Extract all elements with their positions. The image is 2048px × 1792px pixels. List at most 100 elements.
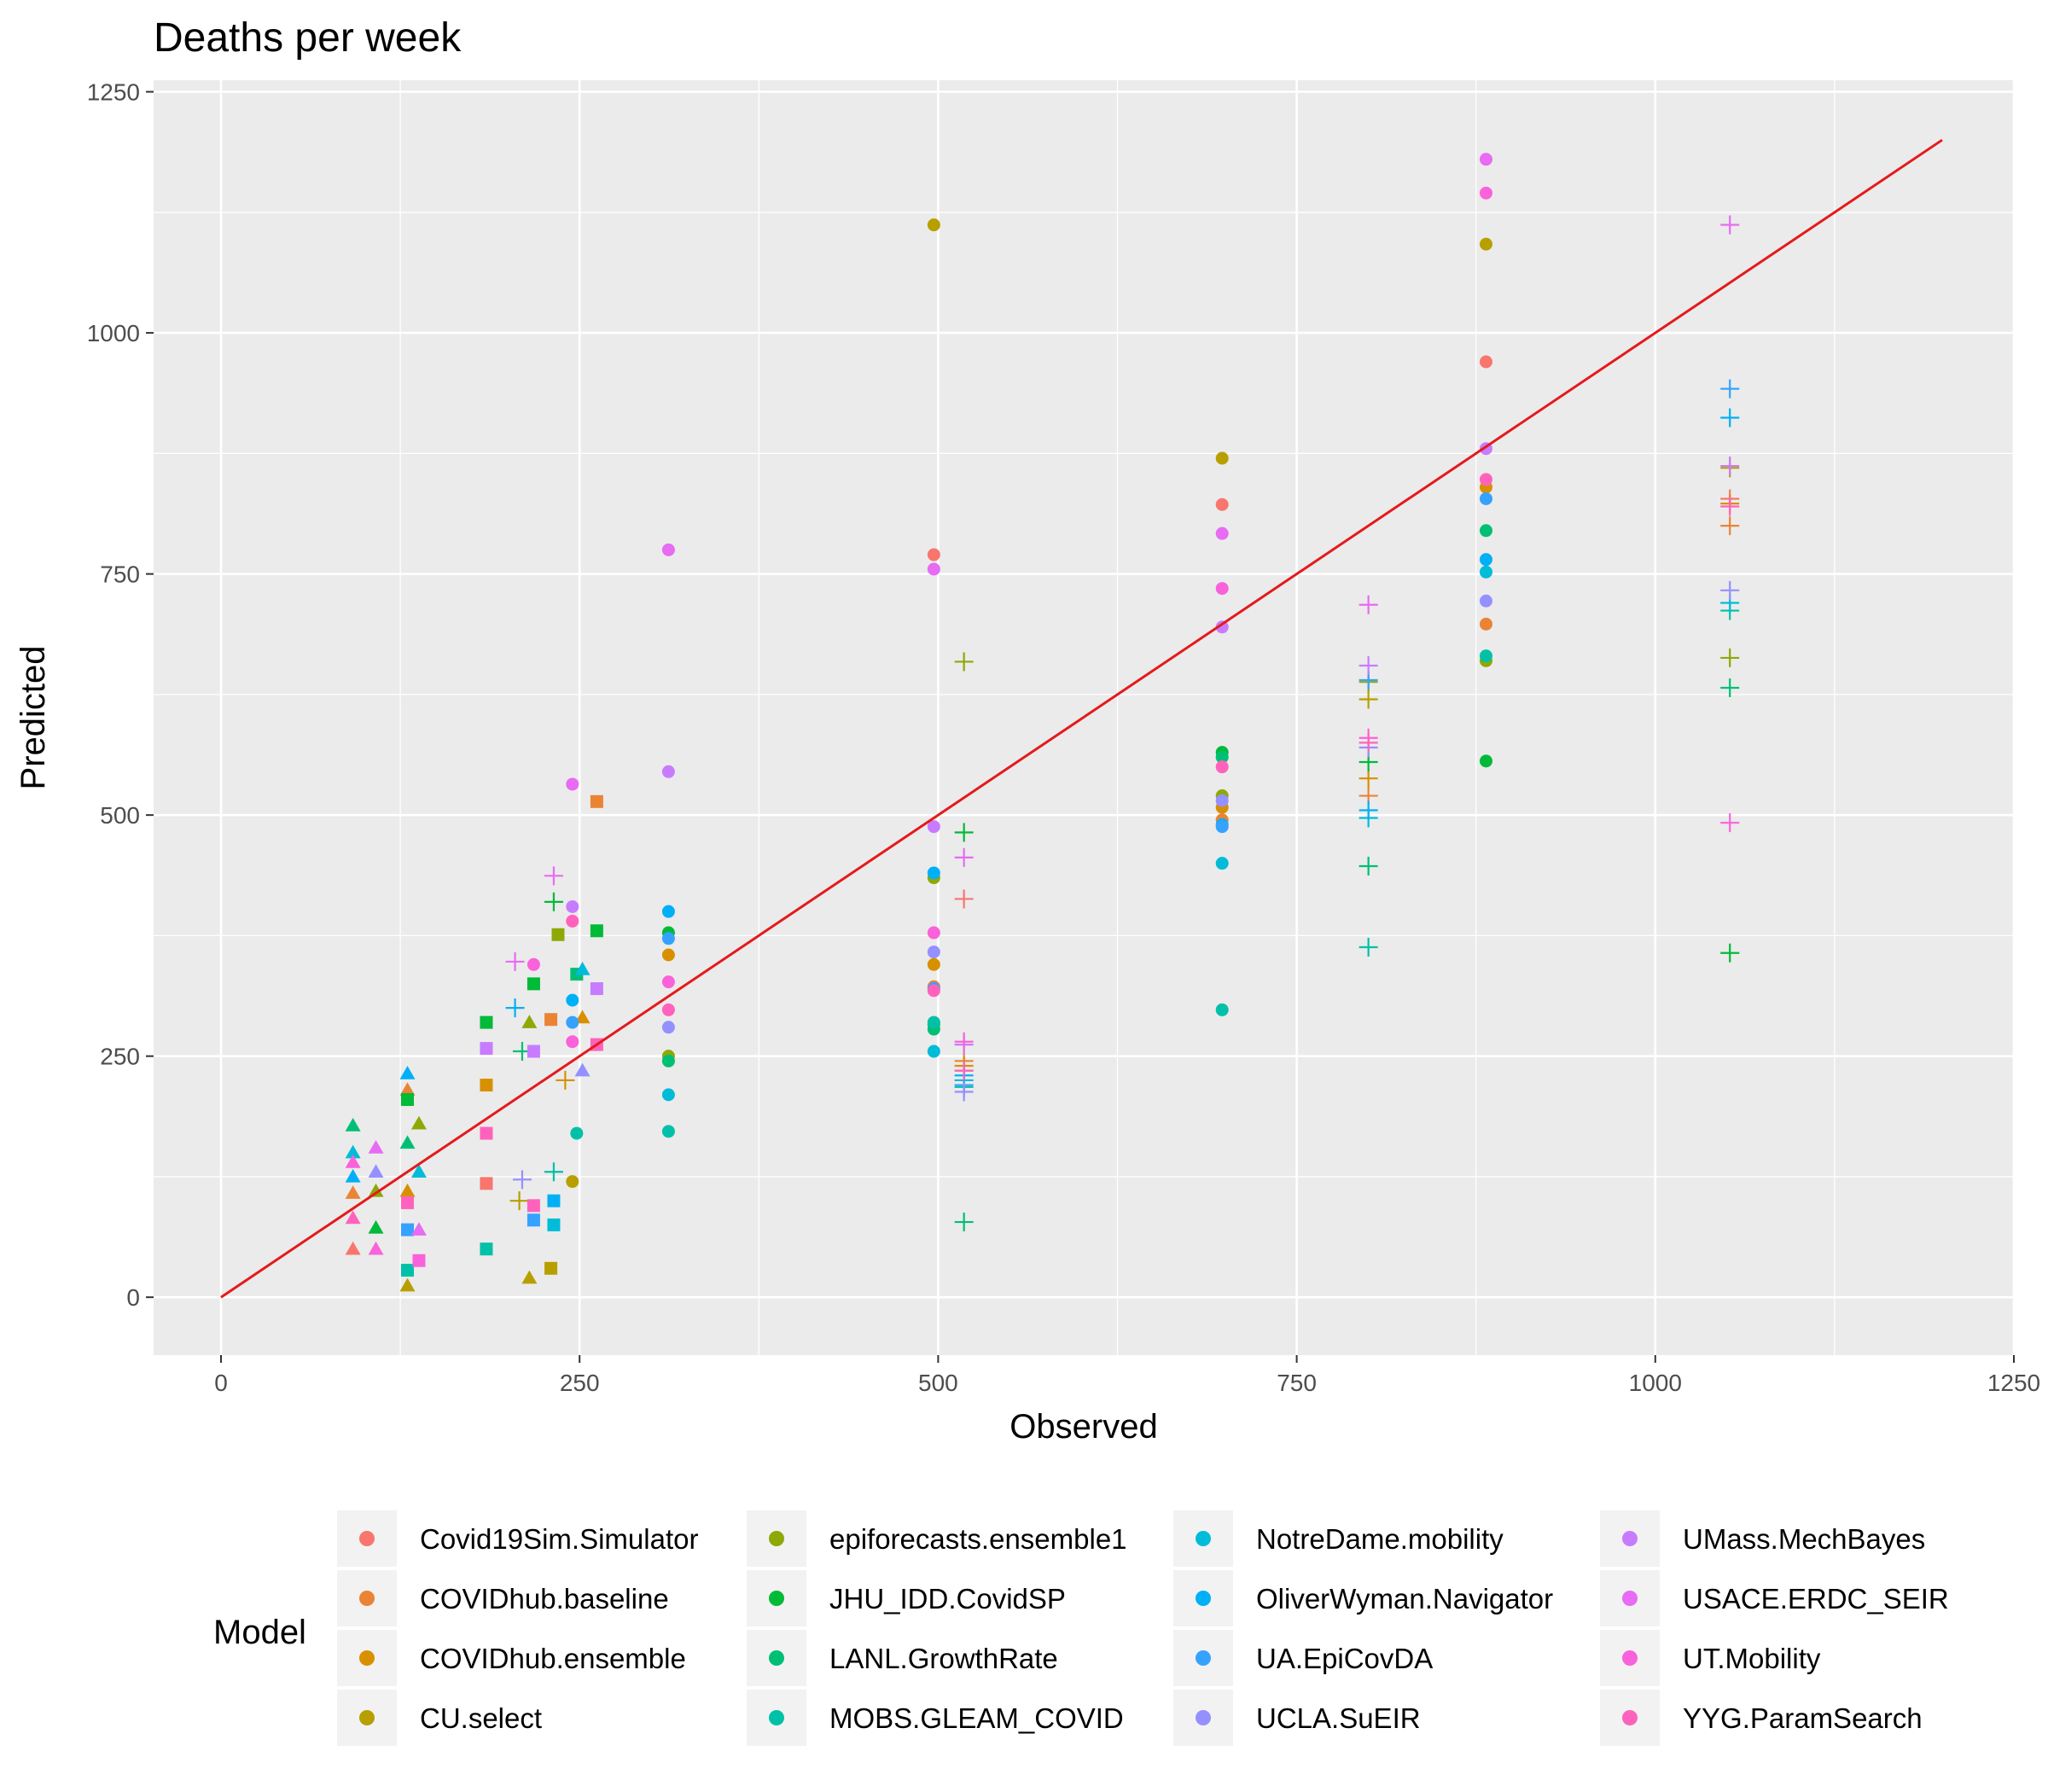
legend-label: JHU_IDD.CovidSP xyxy=(829,1583,1066,1615)
data-point xyxy=(661,1125,675,1138)
y-tick-label: 250 xyxy=(100,1044,140,1070)
data-point xyxy=(544,866,563,886)
data-point xyxy=(566,1175,579,1189)
data-point xyxy=(505,998,525,1018)
x-tick-label: 0 xyxy=(214,1370,228,1396)
data-point xyxy=(1479,186,1492,200)
data-point xyxy=(480,1242,493,1256)
data-point xyxy=(574,1062,591,1077)
data-point xyxy=(954,652,974,672)
legend-item: USACE.ERDC_SEIR xyxy=(1600,1570,1949,1626)
data-point xyxy=(1479,492,1492,505)
legend-item: NotreDame.mobility xyxy=(1173,1510,1504,1567)
data-point xyxy=(954,1032,974,1051)
data-point xyxy=(1359,937,1378,957)
data-point xyxy=(661,543,675,556)
data-point xyxy=(1720,215,1740,235)
data-point xyxy=(570,1126,584,1140)
legend-label: NotreDame.mobility xyxy=(1256,1523,1504,1555)
data-point xyxy=(661,765,675,778)
data-point xyxy=(566,900,579,914)
data-point xyxy=(544,1261,558,1275)
legend-key-dot xyxy=(1622,1650,1638,1666)
legend-item: COVIDhub.ensemble xyxy=(337,1630,686,1686)
data-point xyxy=(1720,408,1740,428)
legend-item: UA.EpiCovDA xyxy=(1173,1630,1433,1686)
data-point xyxy=(505,951,525,971)
x-tick-label: 1250 xyxy=(1987,1370,2040,1396)
data-point xyxy=(927,866,940,880)
data-point xyxy=(1720,580,1740,600)
y-tick-label: 1000 xyxy=(87,320,140,346)
data-point xyxy=(661,905,675,918)
legend-key-dot xyxy=(1622,1531,1638,1546)
legend-label: UMass.MechBayes xyxy=(1683,1523,1925,1555)
data-point xyxy=(590,794,603,808)
data-point xyxy=(547,1218,561,1231)
data-point xyxy=(1215,497,1229,511)
data-point xyxy=(480,1126,493,1140)
data-point xyxy=(1479,754,1492,768)
data-point xyxy=(566,1035,579,1049)
data-point xyxy=(345,1144,361,1159)
legend-label: Covid19Sim.Simulator xyxy=(420,1523,698,1555)
data-point xyxy=(566,777,579,791)
data-point xyxy=(566,914,579,928)
data-point xyxy=(1720,379,1740,399)
legend-key-dot xyxy=(359,1710,375,1725)
legend-item: COVIDhub.baseline xyxy=(337,1570,669,1626)
data-point xyxy=(927,957,940,971)
y-tick-label: 1250 xyxy=(87,79,140,106)
legend-key-dot xyxy=(359,1531,375,1546)
legend-item: YYG.ParamSearch xyxy=(1600,1690,1923,1746)
data-point xyxy=(927,562,940,576)
legend-key-dot xyxy=(769,1531,784,1546)
data-point xyxy=(1215,527,1229,540)
data-point xyxy=(1479,473,1492,486)
data-point xyxy=(1215,857,1229,870)
legend-item: JHU_IDD.CovidSP xyxy=(747,1570,1066,1626)
legend-label: epiforecasts.ensemble1 xyxy=(829,1523,1127,1555)
x-axis-title: Observed xyxy=(1009,1408,1157,1446)
data-point xyxy=(547,1194,561,1207)
data-point xyxy=(661,948,675,962)
data-point xyxy=(1215,794,1229,807)
data-point xyxy=(368,1183,384,1197)
legend-item: CU.select xyxy=(337,1690,542,1746)
data-point xyxy=(401,1264,415,1277)
data-point xyxy=(368,1219,384,1234)
data-point xyxy=(399,1066,416,1079)
legend-key-dot xyxy=(359,1591,375,1606)
data-point xyxy=(927,218,940,232)
chart-title: Deaths per week xyxy=(154,15,462,61)
legend-key-dot xyxy=(1622,1591,1638,1606)
data-point xyxy=(927,1044,940,1058)
data-point xyxy=(527,977,540,991)
data-point xyxy=(574,961,591,975)
legend-item: OliverWyman.Navigator xyxy=(1173,1570,1553,1626)
data-point xyxy=(1479,524,1492,538)
data-point xyxy=(1720,497,1740,516)
data-point xyxy=(1359,733,1378,753)
data-point xyxy=(954,1213,974,1232)
data-point xyxy=(661,1088,675,1102)
y-tick-label: 750 xyxy=(100,561,140,588)
data-point xyxy=(1215,750,1229,764)
legend-label: UT.Mobility xyxy=(1683,1643,1821,1674)
legend-key-dot xyxy=(1196,1531,1211,1546)
data-point xyxy=(927,548,940,561)
data-point xyxy=(1479,153,1492,166)
data-point xyxy=(1479,565,1492,579)
data-point xyxy=(1215,820,1229,834)
data-point xyxy=(661,975,675,989)
data-point xyxy=(410,1164,427,1178)
data-point xyxy=(399,1082,416,1096)
x-tick-label: 500 xyxy=(918,1370,958,1396)
data-point xyxy=(521,1270,538,1284)
legend-label: COVIDhub.baseline xyxy=(420,1583,669,1615)
data-point xyxy=(345,1185,361,1199)
legend-label: CU.select xyxy=(420,1702,542,1734)
data-point xyxy=(1720,457,1740,476)
legend-label: UCLA.SuEIR xyxy=(1256,1702,1421,1734)
